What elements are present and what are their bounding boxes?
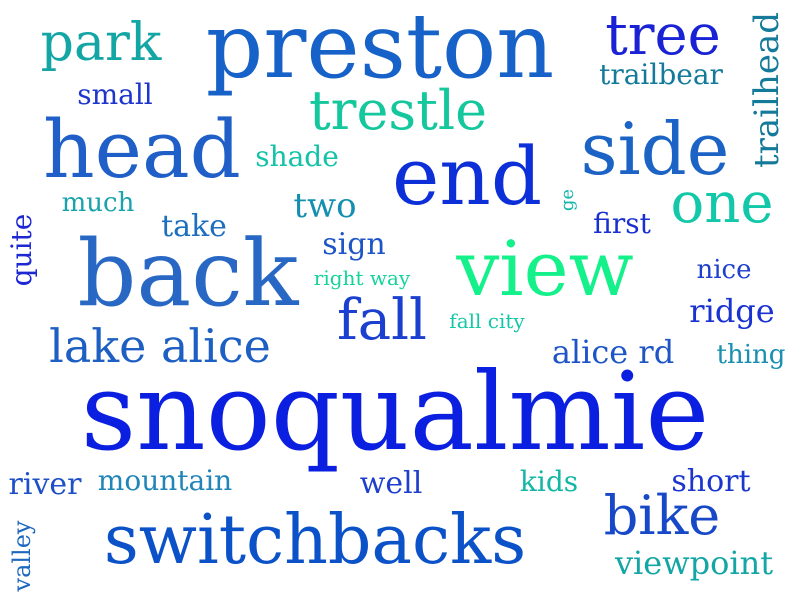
word-kids: kids — [519, 465, 579, 498]
word-viewpoint: viewpoint — [614, 544, 774, 582]
word-fall-city: fall city — [449, 309, 525, 333]
word-one: one — [670, 171, 774, 236]
word-lake-alice: lake alice — [49, 319, 271, 373]
word-well: well — [359, 466, 423, 501]
word-head: head — [43, 103, 241, 196]
word-quite: quite — [5, 213, 38, 287]
word-two: two — [293, 186, 357, 226]
word-shade: shade — [255, 140, 339, 173]
word-take: take — [161, 209, 227, 244]
word-side: side — [580, 107, 730, 191]
word-trailhead: trailhead — [747, 12, 787, 168]
word-sign: sign — [322, 227, 386, 262]
word-short: short — [671, 464, 751, 499]
word-small: small — [77, 78, 153, 111]
word-trailbear: trailbear — [599, 58, 723, 91]
word-river: river — [8, 467, 82, 502]
word-trestle: trestle — [308, 79, 488, 142]
word-park: park — [40, 13, 162, 73]
word-right-way: right way — [313, 266, 411, 290]
word-preston: preston — [205, 0, 555, 99]
word-first: first — [593, 207, 651, 240]
word-snoqualmie: snoqualmie — [80, 350, 710, 475]
word-alice-rd: alice rd — [551, 333, 675, 371]
word-much: much — [61, 188, 135, 218]
word-mountain: mountain — [97, 464, 233, 497]
word-thing: thing — [716, 340, 786, 370]
word-fall: fall — [337, 288, 427, 353]
word-bike: bike — [603, 484, 721, 547]
word-valley: valley — [8, 520, 36, 592]
word-back: back — [77, 220, 299, 327]
word-ge: ge — [557, 188, 578, 212]
word-view: view — [456, 224, 634, 313]
word-nice: nice — [696, 255, 752, 285]
word-switchbacks: switchbacks — [103, 501, 527, 580]
word-end: end — [391, 130, 543, 223]
word-ridge: ridge — [689, 292, 775, 330]
word-tree: tree — [605, 3, 721, 68]
